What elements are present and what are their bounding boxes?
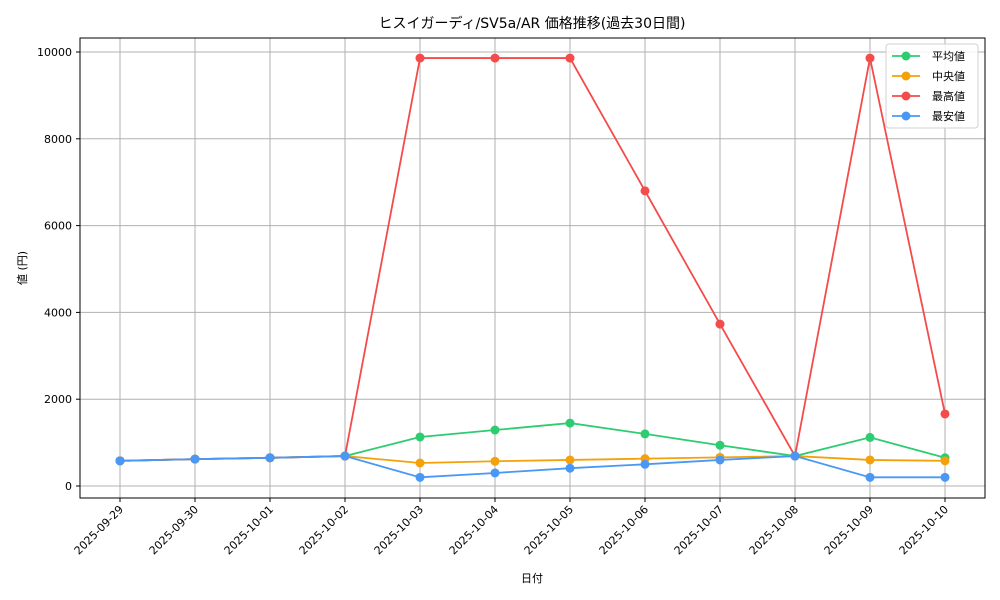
data-point: [490, 456, 500, 466]
legend-marker-icon: [901, 91, 911, 101]
data-point: [865, 432, 875, 442]
x-tick-label: 2025-10-07: [672, 503, 726, 557]
x-axis-ticks: 2025-09-29 2025-09-30 2025-10-01 2025-10-02…: [72, 498, 951, 557]
data-point: [415, 472, 425, 482]
y-axis-label: 値 (円): [16, 251, 29, 285]
data-point: [640, 429, 650, 439]
x-tick-label: 2025-10-01: [222, 503, 276, 557]
data-point: [715, 455, 725, 465]
data-point: [940, 456, 950, 466]
x-tick-label: 2025-10-08: [747, 503, 801, 557]
legend-label: 最高値: [932, 89, 965, 103]
y-tick-label: 0: [65, 480, 72, 493]
legend-label: 中央値: [932, 70, 965, 83]
y-tick-label: 6000: [44, 220, 72, 233]
legend-marker-icon: [901, 51, 911, 61]
series-2: [115, 53, 950, 466]
y-tick-label: 2000: [44, 393, 72, 406]
data-point: [565, 455, 575, 465]
data-point: [640, 459, 650, 469]
y-tick-label: 10000: [37, 46, 72, 59]
data-point: [565, 463, 575, 473]
data-point: [190, 454, 200, 464]
data-point: [415, 458, 425, 468]
data-point: [865, 472, 875, 482]
data-point: [940, 472, 950, 482]
legend-item: 最安値: [892, 109, 965, 123]
data-point: [115, 456, 125, 466]
series-lines: [115, 53, 950, 482]
data-point: [265, 453, 275, 463]
legend-marker-icon: [901, 71, 911, 81]
y-tick-label: 4000: [44, 306, 72, 319]
data-point: [415, 432, 425, 442]
chart-title: ヒスイガーディ/SV5a/AR 価格推移(過去30日間): [379, 15, 686, 32]
data-point: [490, 53, 500, 63]
data-point: [490, 468, 500, 478]
data-point: [565, 418, 575, 428]
data-point: [340, 451, 350, 461]
data-point: [490, 425, 500, 435]
data-point: [715, 440, 725, 450]
grid-lines: [80, 38, 985, 498]
y-tick-label: 8000: [44, 133, 72, 146]
x-axis-label: 日付: [521, 572, 543, 585]
x-tick-label: 2025-10-03: [372, 503, 426, 557]
data-point: [415, 53, 425, 63]
legend-marker-icon: [901, 111, 911, 121]
legend-label: 平均値: [932, 50, 965, 63]
legend-item: 平均値: [892, 50, 965, 63]
plot-frame: [79, 37, 986, 499]
data-point: [865, 53, 875, 63]
x-tick-label: 2025-10-04: [447, 503, 501, 557]
y-axis-ticks: 0 2000 4000 6000 8000 10000: [37, 46, 80, 493]
x-tick-label: 2025-10-06: [597, 503, 651, 557]
x-tick-label: 2025-10-02: [297, 503, 351, 557]
legend-item: 最高値: [892, 89, 965, 103]
data-point: [790, 451, 800, 461]
x-tick-label: 2025-09-29: [72, 503, 126, 557]
x-tick-label: 2025-09-30: [147, 503, 201, 557]
legend-label: 最安値: [932, 109, 965, 123]
data-point: [565, 53, 575, 63]
data-point: [940, 409, 950, 419]
data-point: [865, 455, 875, 465]
data-point: [715, 319, 725, 329]
x-tick-label: 2025-10-05: [522, 503, 576, 557]
data-point: [640, 186, 650, 196]
x-tick-label: 2025-10-10: [897, 503, 951, 557]
x-tick-label: 2025-10-09: [822, 503, 876, 557]
series-3: [115, 451, 950, 482]
legend-item: 中央値: [892, 70, 965, 83]
